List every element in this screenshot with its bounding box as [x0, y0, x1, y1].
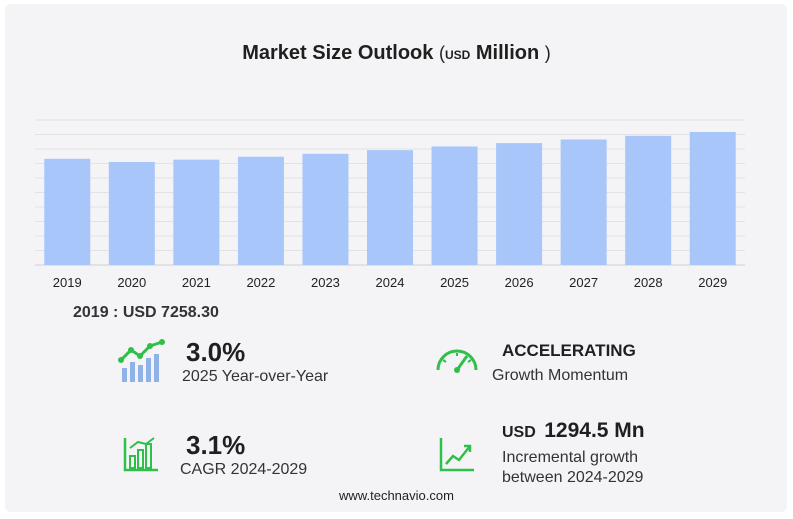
title-close-paren: ) [544, 43, 551, 63]
kpi-incremental-value: 1294.5 Mn [544, 419, 645, 442]
x-tick-label: 2019 [53, 275, 82, 290]
bar-2022 [237, 156, 284, 265]
bar-2025 [431, 146, 478, 265]
bar-2029 [689, 132, 736, 265]
kpi-yoy-value: 3.0% [186, 337, 246, 367]
bar-2020 [108, 161, 155, 265]
kpi-momentum: ACCELERATING Growth Momentum [492, 340, 636, 386]
x-tick-label: 2027 [569, 275, 598, 290]
bar-2027 [560, 139, 607, 265]
chart-title: Market Size Outlook (USD Million ) [0, 42, 793, 65]
title-main: Market Size Outlook [242, 42, 434, 64]
bar-2021 [173, 159, 220, 265]
x-tick-label: 2025 [440, 275, 469, 290]
kpi-yoy: 3.0% 2025 Year-over-Year [182, 337, 328, 387]
kpi-yoy-label: 2025 Year-over-Year [182, 368, 329, 385]
source-url[interactable]: www.technavio.com [339, 488, 454, 503]
title-unit: USD [444, 48, 471, 62]
x-tick-label: 2023 [311, 275, 340, 290]
kpi-cagr: 3.1% CAGR 2024-2029 [180, 430, 307, 480]
kpi-incremental: USD 1294.5 Mn Incremental growth between… [502, 418, 645, 488]
x-tick-label: 2020 [117, 275, 146, 290]
bar-2023 [302, 153, 349, 265]
x-tick-label: 2028 [634, 275, 663, 290]
kpi-incremental-unit: USD [502, 424, 536, 441]
kpi-cagr-value: 3.1% [186, 430, 246, 460]
speedometer-icon [434, 344, 480, 379]
x-tick-label: 2024 [376, 275, 405, 290]
bar-2024 [367, 150, 413, 265]
x-tick-label: 2026 [505, 275, 534, 290]
bar-2026 [496, 143, 543, 265]
title-unit-million: Million [475, 42, 540, 64]
x-tick-labels: 2019 2020 2021 2022 2023 2024 2025 2026 2027 2028… [53, 275, 727, 290]
kpi-momentum-value: ACCELERATING [502, 341, 636, 360]
x-tick-label: 2029 [698, 275, 727, 290]
kpi-incremental-label-2: between 2024-2029 [502, 469, 644, 486]
title-open-paren: ( [438, 43, 445, 63]
bar-2019 [44, 158, 91, 265]
kpi-momentum-label: Growth Momentum [492, 367, 629, 384]
growth-chart-icon [118, 338, 168, 389]
bar-chart: 2019 2020 2021 2022 2023 2024 2025 2026 2027 2028… [35, 119, 745, 290]
x-tick-label: 2021 [182, 275, 211, 290]
x-tick-label: 2022 [246, 275, 275, 290]
base-year-value: 2019 : USD 7258.30 [73, 304, 219, 321]
line-trend-icon [438, 436, 476, 479]
bar-2028 [625, 135, 672, 265]
kpi-cagr-label: CAGR 2024-2029 [180, 461, 308, 478]
kpi-incremental-label-1: Incremental growth [502, 449, 639, 466]
bars [44, 132, 736, 265]
bar-chart-icon [122, 436, 160, 479]
